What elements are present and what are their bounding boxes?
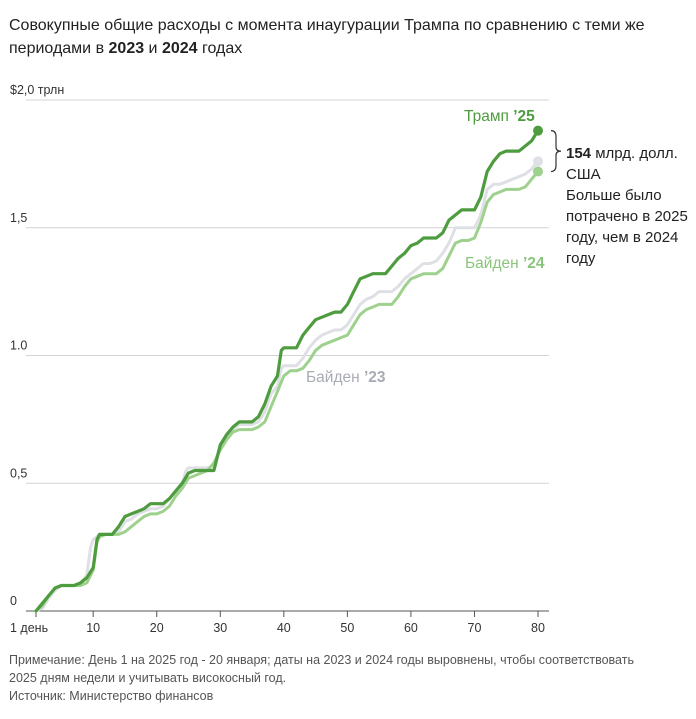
callout-amount: 154 xyxy=(566,145,592,162)
series-label-2: Трамп ’25 xyxy=(464,108,535,125)
x-tick-label-4: 40 xyxy=(277,621,291,635)
footnote: Примечание: День 1 на 2025 год - 20 янва… xyxy=(9,651,649,705)
chart-title: Совокупные общие расходы с момента инауг… xyxy=(9,14,679,60)
series-label-year-2: ’25 xyxy=(513,108,535,125)
title-part2: годах xyxy=(197,40,243,57)
series-line-2 xyxy=(34,129,540,613)
title-and: и xyxy=(144,40,162,57)
series-label-year-1: ’24 xyxy=(523,255,545,272)
x-tick-label-7: 70 xyxy=(468,621,482,635)
y-tick-label-2: 1.0 xyxy=(10,339,27,353)
title-part1: Совокупные общие расходы с момента инауг… xyxy=(9,17,645,57)
x-tick-label-8: 80 xyxy=(531,621,545,635)
x-tick-label-1: 10 xyxy=(86,621,100,635)
series-label-name-0: Байден xyxy=(306,369,364,386)
x-tick-label-2: 20 xyxy=(150,621,164,635)
series-line-0 xyxy=(34,159,540,613)
line-chart: 0 0,5 1.0 1,5 $2,0 трлн 1 день 10 20 30 40 50 60 70 8… xyxy=(10,83,562,635)
series-end-dot-1 xyxy=(533,166,543,177)
y-tick-label-4: $2,0 трлн xyxy=(10,83,64,97)
title-year1: 2023 xyxy=(108,40,145,57)
callout-text: Больше было потрачено в 2025 году, чем в… xyxy=(566,187,688,267)
x-tick-label-3: 30 xyxy=(213,621,227,635)
x-tick-label-6: 60 xyxy=(404,621,418,635)
series-label-name-1: Байден xyxy=(465,255,523,272)
y-tick-label-0: 0 xyxy=(10,594,17,608)
difference-callout: 154 млрд. долл. США Больше было потрачен… xyxy=(566,143,694,269)
difference-bracket xyxy=(550,130,562,173)
source-text: Источник: Министерство финансов xyxy=(9,689,214,703)
y-tick-label-1: 0,5 xyxy=(10,466,27,480)
callout-unit: млрд. долл. США xyxy=(566,145,678,183)
series-label-1: Байден ’24 xyxy=(465,255,545,272)
series-label-name-2: Трамп xyxy=(464,108,513,125)
x-tick-label-0: 1 день xyxy=(10,621,48,635)
x-tick-label-5: 50 xyxy=(340,621,354,635)
title-year2: 2024 xyxy=(161,40,198,57)
series-line-1 xyxy=(34,170,540,613)
y-tick-label-3: 1,5 xyxy=(10,211,27,225)
series-label-0: Байден ’23 xyxy=(306,369,386,386)
series-end-dot-0 xyxy=(533,156,543,167)
series-end-dot-2 xyxy=(533,125,543,136)
footnote-text: Примечание: День 1 на 2025 год - 20 янва… xyxy=(9,653,634,685)
series-label-year-0: ’23 xyxy=(364,369,386,386)
